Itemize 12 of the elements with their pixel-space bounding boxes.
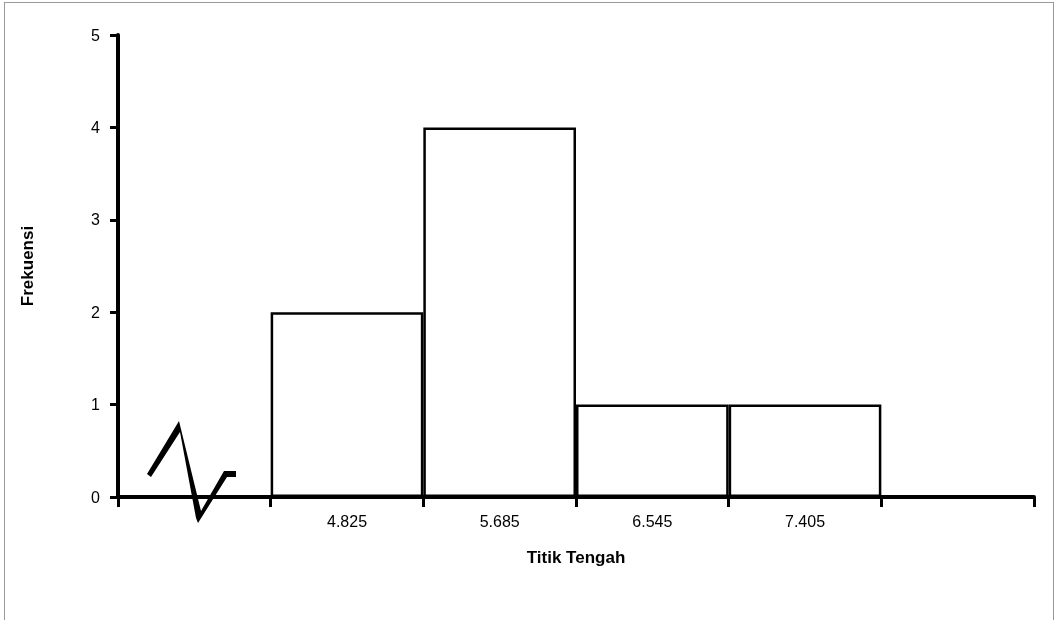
x-tick-label: 6.545: [632, 512, 673, 530]
y-tick-label: 4: [91, 118, 101, 136]
y-tick-label: 1: [91, 396, 101, 414]
x-tick-label: 7.405: [784, 512, 826, 530]
y-tick-label: 5: [91, 26, 101, 44]
y-axis-title: Frekuensi: [18, 225, 37, 307]
y-tick-label: 3: [91, 211, 101, 229]
y-tick-label: 0: [91, 488, 101, 506]
x-axis-title: Titik Tengah: [526, 548, 626, 567]
x-tick-label: 4.825: [326, 512, 368, 530]
x-tick-label: 5.685: [479, 512, 520, 530]
y-tick-label: 2: [91, 303, 101, 321]
